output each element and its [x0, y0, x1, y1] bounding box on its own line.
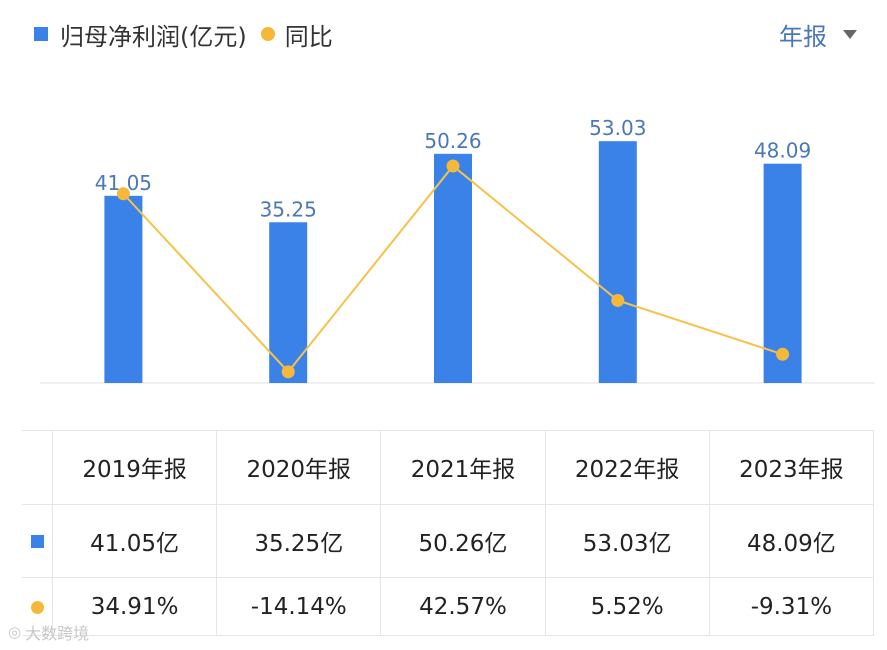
- bar-legend-label: 归母净利润(亿元): [60, 22, 247, 51]
- bar-square-icon: [30, 534, 44, 548]
- chart-legend: 归母净利润(亿元) 同比: [34, 18, 333, 51]
- period-selector-label: 年报: [779, 22, 827, 51]
- table-header-cell: 2022年报: [544, 430, 710, 505]
- yoy-point: [611, 293, 625, 307]
- line-legend-marker: [260, 27, 275, 41]
- watermark-logo-icon: ◎: [8, 623, 22, 641]
- profit-cell: 53.03亿: [544, 503, 710, 579]
- table-corner-cell: [22, 430, 53, 505]
- bar-data-label: 50.26: [424, 129, 481, 153]
- yoy-cell: 34.91%: [51, 577, 218, 636]
- table-row-yoy: 34.91% -14.14% 42.57% 5.52% -9.31%: [22, 577, 875, 636]
- bar-data-label: 48.09: [754, 139, 811, 163]
- profit-cell: 35.25亿: [216, 503, 382, 579]
- chevron-down-icon: [843, 29, 857, 39]
- bar-data-label: 35.25: [260, 197, 317, 221]
- profit-cell: 50.26亿: [380, 503, 546, 579]
- watermark: ◎ 大数跨境: [8, 620, 89, 644]
- table-header-cell: 2020年报: [216, 430, 382, 505]
- table-header-cell: 2021年报: [380, 430, 546, 505]
- yoy-cell: 5.52%: [544, 577, 710, 636]
- bar: [598, 141, 637, 383]
- line-legend-label: 同比: [284, 22, 333, 51]
- table-row-profit: 41.05亿 35.25亿 50.26亿 53.03亿 48.09亿: [22, 503, 875, 579]
- bar-legend-marker: [34, 27, 48, 41]
- table-header-cell: 2019年报: [51, 430, 218, 505]
- yoy-point: [776, 347, 790, 361]
- yoy-row-marker: [22, 577, 53, 636]
- yoy-point: [116, 187, 130, 201]
- table-header-row: 2019年报 2020年报 2021年报 2022年报 2023年报: [22, 430, 875, 505]
- yoy-point: [446, 159, 460, 173]
- profit-cell: 41.05亿: [51, 503, 218, 579]
- yoy-cell: -14.14%: [216, 577, 382, 636]
- profit-cell: 48.09亿: [708, 503, 875, 579]
- data-table: 2019年报 2020年报 2021年报 2022年报 2023年报 41.05…: [22, 430, 875, 636]
- bar: [763, 163, 802, 383]
- yoy-cell: 42.57%: [380, 577, 546, 636]
- bar: [434, 153, 472, 383]
- bar-data-label: 53.03: [589, 116, 646, 140]
- line-dot-icon: [30, 600, 44, 614]
- bar: [104, 195, 143, 383]
- yoy-cell: -9.31%: [708, 577, 875, 636]
- watermark-text: 大数跨境: [25, 624, 90, 643]
- yoy-point: [281, 365, 295, 379]
- profit-row-marker: [22, 503, 53, 579]
- period-selector[interactable]: 年报: [779, 16, 857, 52]
- table-header-cell: 2023年报: [708, 430, 875, 505]
